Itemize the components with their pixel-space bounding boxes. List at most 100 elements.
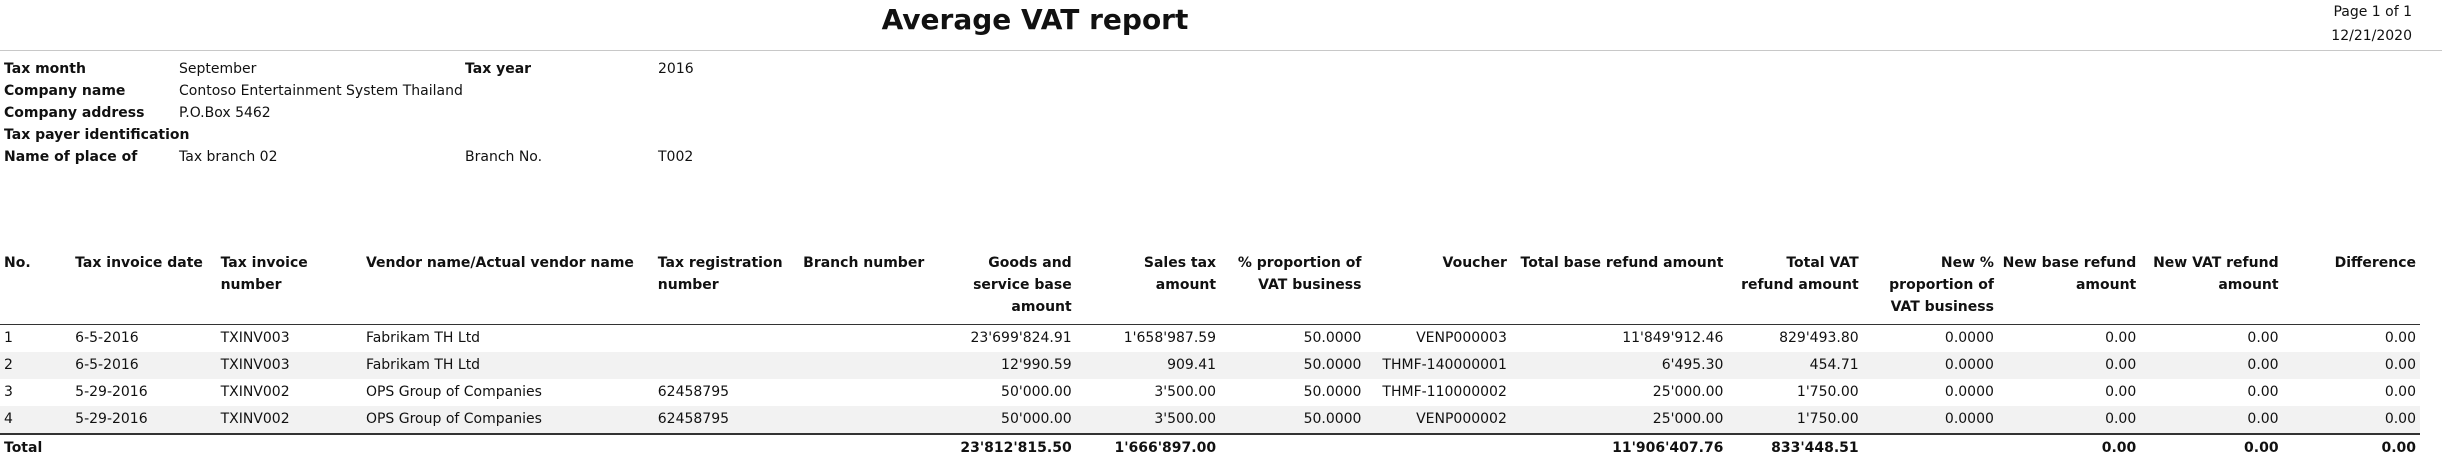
- report-title: Average VAT report: [881, 3, 1189, 36]
- total-new-base-refund: 0.00: [1997, 433, 2141, 462]
- cell-total-vat-refund: 1'750.00: [1727, 406, 1863, 434]
- total-empty: [71, 433, 217, 462]
- cell-base-amount: 23'699'824.91: [970, 330, 1072, 346]
- cell-tax-registration: 62458795: [657, 384, 730, 400]
- cell-no: 2: [0, 352, 72, 379]
- table-row: 2 6-5-2016 TXINV003 Fabrikam TH Ltd 12'9…: [0, 352, 2420, 379]
- cell-vendor-name: OPS Group of Companies: [361, 406, 654, 434]
- tax-month-label: Tax month: [4, 61, 86, 77]
- cell-total-base-refund: 11'849'912.46: [1622, 330, 1724, 346]
- vat-table: No. Tax invoice date Tax invoice number …: [0, 250, 2420, 462]
- col-header-vendor-name: Vendor name/Actual vendor name: [361, 250, 654, 325]
- cell-difference: 0.00: [2384, 330, 2416, 346]
- cell-sales-tax: 3'500.00: [1154, 384, 1217, 400]
- cell-branch-number: [799, 325, 931, 353]
- cell-new-vat-refund: 0.00: [2140, 352, 2283, 379]
- cell-branch-number: [799, 352, 932, 379]
- total-empty: [653, 433, 800, 462]
- total-new-vat-refund: 0.00: [2140, 433, 2283, 462]
- total-base-refund: 11'906'407.76: [1510, 433, 1728, 462]
- cell-no: 3: [4, 384, 13, 400]
- company-address-value: P.O.Box 5462: [179, 105, 271, 121]
- cell-sales-tax: 909.41: [1075, 352, 1221, 379]
- table-row: 3 5-29-2016 TXINV002 OPS Group of Compan…: [0, 379, 2420, 406]
- cell-total-vat-refund: 829'493.80: [1779, 330, 1859, 346]
- col-header-invoice-number: Tax invoice number: [216, 250, 362, 325]
- cell-invoice-number: TXINV003: [216, 352, 362, 379]
- col-header-invoice-date: Tax invoice date: [71, 250, 217, 325]
- cell-new-proportion: 0.0000: [1944, 384, 1994, 400]
- cell-sales-tax: 3'500.00: [1075, 406, 1221, 434]
- company-name-value: Contoso Entertainment System Thailand: [179, 83, 463, 99]
- total-label: Total: [0, 433, 72, 462]
- cell-sales-tax: 1'658'987.59: [1123, 330, 1217, 346]
- col-header-total-vat-refund: Total VAT refund amount: [1727, 250, 1863, 325]
- col-header-tax-registration: Tax registration number: [653, 250, 800, 325]
- col-header-new-proportion: New % proportion of VAT business: [1862, 250, 1998, 325]
- cell-tax-registration: 62458795: [653, 406, 800, 434]
- cell-voucher: VENP000003: [1416, 330, 1507, 346]
- total-row: Total 23'812'815.50 1'666'897.00 11'906'…: [0, 433, 2420, 462]
- cell-voucher: THMF-110000002: [1382, 384, 1507, 400]
- total-empty: [1862, 433, 1998, 462]
- cell-no: 1: [4, 330, 13, 346]
- cell-invoice-number: TXINV002: [216, 406, 362, 434]
- col-header-no: No.: [0, 250, 72, 325]
- cell-new-proportion: 0.0000: [1944, 330, 1994, 346]
- cell-total-vat-refund: 454.71: [1727, 352, 1863, 379]
- total-empty: [216, 433, 362, 462]
- col-header-new-base-refund: New base refund amount: [1997, 250, 2141, 325]
- cell-proportion: 50.0000: [1220, 352, 1366, 379]
- cell-tax-registration: [653, 352, 800, 379]
- cell-voucher: VENP000002: [1365, 406, 1511, 434]
- cell-total-vat-refund: 1'750.00: [1796, 384, 1859, 400]
- branch-no-value: T002: [658, 149, 694, 165]
- cell-invoice-date: 6-5-2016: [71, 352, 217, 379]
- report-date: 12/21/2020: [2331, 28, 2412, 44]
- col-header-sales-tax: Sales tax amount: [1075, 250, 1221, 325]
- cell-difference: 0.00: [2384, 384, 2416, 400]
- cell-new-base-refund: 0.00: [1997, 406, 2141, 434]
- cell-base-amount: 50'000.00: [1001, 384, 1072, 400]
- total-sales-tax: 1'666'897.00: [1075, 433, 1221, 462]
- cell-difference: 0.00: [2282, 406, 2420, 434]
- cell-base-amount: 12'990.59: [931, 352, 1076, 379]
- cell-no: 4: [0, 406, 72, 434]
- col-header-proportion: % proportion of VAT business: [1220, 250, 1366, 325]
- cell-total-base-refund: 25'000.00: [1510, 406, 1728, 434]
- cell-vendor-name: Fabrikam TH Ltd: [361, 352, 654, 379]
- cell-base-amount: 50'000.00: [931, 406, 1076, 434]
- cell-voucher: THMF-140000001: [1365, 352, 1511, 379]
- cell-invoice-date: 5-29-2016: [75, 384, 148, 400]
- cell-new-proportion: 0.0000: [1862, 352, 1998, 379]
- cell-invoice-date: 6-5-2016: [75, 330, 139, 346]
- col-header-voucher: Voucher: [1365, 250, 1511, 325]
- total-empty: [1220, 433, 1366, 462]
- total-vat-refund: 833'448.51: [1727, 433, 1863, 462]
- cell-new-base-refund: 0.00: [2105, 384, 2137, 400]
- cell-tax-registration: [654, 325, 799, 353]
- col-header-total-base-refund: Total base refund amount: [1510, 250, 1728, 325]
- col-header-branch-number: Branch number: [799, 250, 932, 325]
- table-header-row: No. Tax invoice date Tax invoice number …: [0, 250, 2420, 325]
- cell-new-vat-refund: 0.00: [2140, 406, 2283, 434]
- tax-year-value: 2016: [658, 61, 694, 77]
- cell-new-base-refund: 0.00: [1997, 352, 2141, 379]
- cell-new-vat-refund: 0.00: [2247, 330, 2279, 346]
- cell-proportion: 50.0000: [1303, 330, 1362, 346]
- cell-total-base-refund: 25'000.00: [1652, 384, 1724, 400]
- header-divider: [0, 50, 2442, 51]
- cell-vendor-name: Fabrikam TH Ltd: [365, 330, 481, 346]
- total-empty: [361, 433, 654, 462]
- place-name-label: Name of place of: [4, 149, 138, 165]
- page-number: Page 1 of 1: [2333, 4, 2412, 20]
- col-header-difference: Difference: [2282, 250, 2420, 325]
- cell-branch-number: [799, 379, 931, 406]
- total-empty: [799, 433, 932, 462]
- cell-proportion: 50.0000: [1220, 406, 1366, 434]
- branch-no-label: Branch No.: [465, 149, 543, 165]
- cell-new-vat-refund: 0.00: [2247, 384, 2279, 400]
- page-info: Page 1 of 1 12/21/2020: [2331, 0, 2412, 48]
- cell-new-base-refund: 0.00: [2105, 330, 2137, 346]
- company-address-label: Company address: [4, 105, 145, 121]
